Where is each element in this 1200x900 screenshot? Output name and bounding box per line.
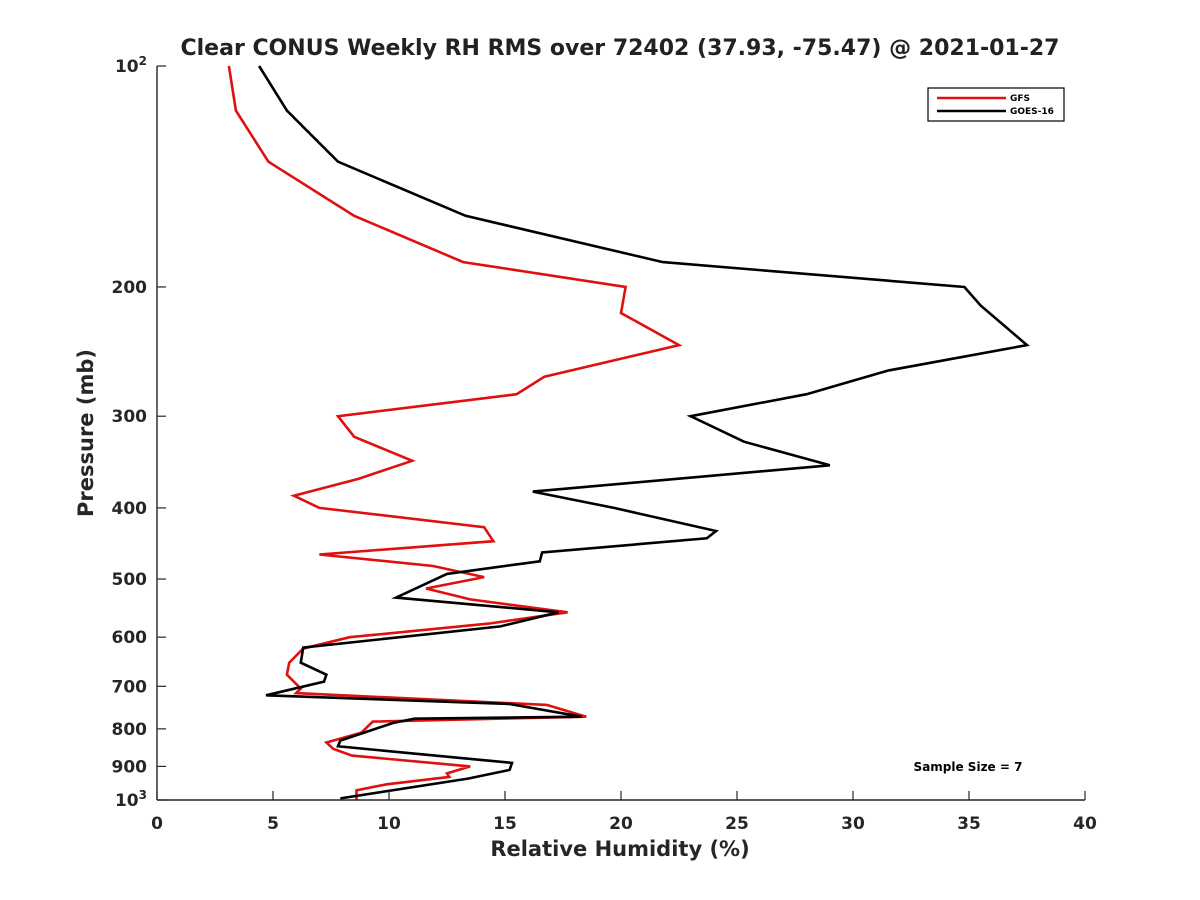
y-tick-label: 102	[115, 54, 147, 77]
chart-title: Clear CONUS Weekly RH RMS over 72402 (37…	[181, 36, 1060, 61]
x-tick-label: 35	[957, 814, 981, 834]
x-tick-label: 20	[609, 814, 633, 834]
legend-label: GFS	[1010, 94, 1030, 104]
x-tick-label: 5	[267, 814, 279, 834]
y-tick-label: 103	[115, 788, 147, 811]
series-line-gfs	[227, 65, 683, 800]
y-tick-label: 500	[112, 570, 148, 590]
x-axis-label: Relative Humidity (%)	[490, 837, 749, 861]
y-tick-label: 600	[112, 628, 148, 648]
x-tick-label: 30	[841, 814, 865, 834]
series-layer	[227, 65, 1030, 800]
legend: GFS GOES-16	[927, 87, 1065, 122]
legend-label: GOES-16	[1010, 107, 1054, 117]
y-tick-label: 300	[112, 407, 148, 427]
y-tick-label: 800	[112, 720, 148, 740]
legend-box	[927, 87, 1065, 122]
x-tick-label: 40	[1073, 814, 1097, 834]
axes-layer: 0 5 10 15 20 25 30 35 40 102 200 300 400 500 600 700 800…	[112, 54, 1097, 834]
y-tick-label: 900	[112, 757, 148, 777]
y-tick-label: 200	[112, 278, 148, 298]
series-line-goes-16	[257, 65, 1030, 800]
x-tick-label: 10	[377, 814, 401, 834]
y-tick-label: 400	[112, 499, 148, 519]
x-tick-label: 0	[151, 814, 163, 834]
x-tick-label: 25	[725, 814, 749, 834]
y-tick-label: 700	[112, 677, 148, 697]
sample-size-annotation: Sample Size = 7	[914, 760, 1023, 774]
y-axis-label: Pressure (mb)	[74, 349, 98, 517]
x-tick-label: 15	[493, 814, 517, 834]
